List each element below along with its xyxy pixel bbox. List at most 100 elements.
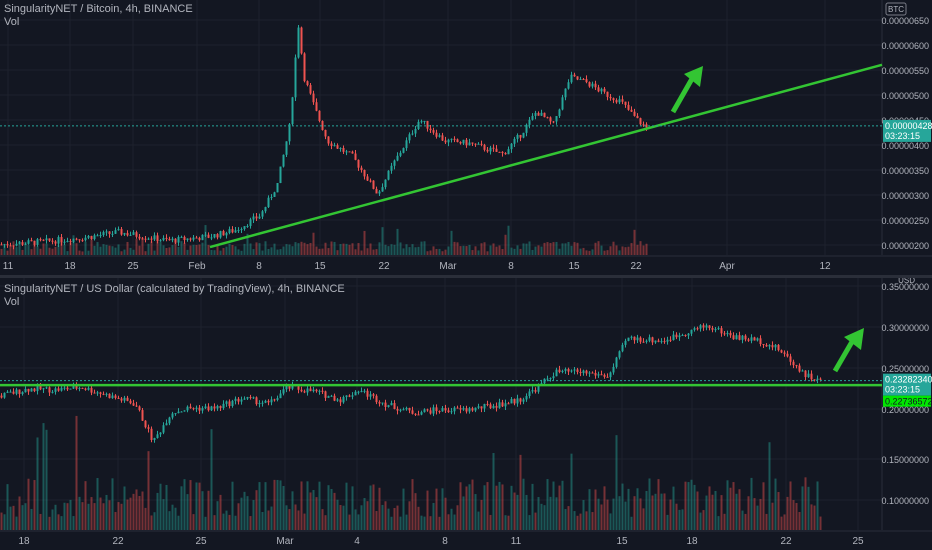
- volume-bar: [405, 514, 408, 530]
- price-tick-label: 0.00000300: [881, 191, 929, 201]
- volume-bar: [435, 488, 438, 530]
- candle-body: [639, 118, 642, 125]
- candle-body: [159, 432, 162, 435]
- candle-body: [81, 387, 84, 389]
- candle-body: [228, 229, 231, 233]
- time-tick-label: 22: [378, 261, 390, 272]
- candle-body: [600, 374, 603, 376]
- volume-bar: [801, 486, 804, 530]
- candle-body: [318, 390, 321, 392]
- candle-body: [252, 216, 255, 220]
- candle-body: [219, 231, 222, 238]
- candle-body: [183, 236, 186, 240]
- volume-bar: [165, 247, 168, 255]
- volume-bar: [519, 248, 522, 255]
- volume-bar: [591, 512, 594, 530]
- pane-background: [0, 278, 932, 530]
- volume-bar: [582, 500, 585, 530]
- volume-bar: [402, 488, 405, 530]
- volume-bar: [630, 243, 633, 255]
- volume-bar: [804, 477, 807, 530]
- candle-body: [252, 397, 255, 399]
- candle-body: [363, 390, 366, 392]
- candle-body: [783, 352, 786, 354]
- time-tick-label: 11: [3, 261, 14, 272]
- volume-bar: [705, 495, 708, 530]
- candle-body: [309, 388, 312, 392]
- volume-bar: [51, 509, 54, 530]
- candle-body: [267, 197, 270, 208]
- volume-bar: [39, 513, 42, 530]
- candle-body: [483, 403, 486, 409]
- volume-bar: [183, 479, 186, 530]
- candle-body: [99, 392, 102, 394]
- candle-body: [393, 403, 396, 409]
- time-tick-label: 8: [442, 536, 448, 547]
- candle-body: [66, 240, 69, 242]
- volume-bar: [276, 249, 279, 255]
- volume-bar: [759, 498, 762, 530]
- volume-bar: [624, 501, 627, 530]
- candle-body: [261, 211, 264, 217]
- candle-body: [714, 329, 717, 331]
- volume-bar: [450, 230, 453, 255]
- volume-bar: [324, 242, 327, 255]
- candle-body: [468, 408, 471, 412]
- candle-body: [393, 160, 396, 166]
- volume-bar: [99, 246, 102, 255]
- volume-bar: [438, 248, 441, 255]
- candle-body: [273, 192, 276, 197]
- volume-bar: [246, 496, 249, 530]
- candle-body: [549, 117, 552, 122]
- volume-bar: [153, 250, 156, 255]
- candle-body: [258, 216, 261, 219]
- volume-bar: [495, 246, 498, 255]
- candle-body: [333, 145, 336, 147]
- volume-bar: [96, 242, 99, 255]
- candle-body: [483, 144, 486, 150]
- volume-bar: [291, 246, 294, 255]
- candle-body: [813, 379, 816, 381]
- volume-bar: [345, 482, 348, 530]
- volume-bar: [522, 243, 525, 255]
- volume-bar: [54, 504, 57, 530]
- price-tick-label: 0.35000000: [881, 282, 929, 292]
- volume-bar: [57, 245, 60, 255]
- volume-bar: [786, 496, 789, 530]
- candle-body: [441, 408, 444, 412]
- candle-body: [180, 411, 183, 413]
- candle-body: [270, 196, 273, 198]
- volume-bar: [762, 482, 765, 530]
- volume-bar: [249, 243, 252, 255]
- volume-bar: [348, 514, 351, 530]
- volume-bar: [78, 496, 81, 530]
- candle-body: [648, 337, 651, 341]
- volume-bar: [228, 514, 231, 530]
- volume-bar: [465, 246, 468, 255]
- volume-bar: [699, 512, 702, 530]
- volume-bar: [36, 437, 39, 530]
- candle-body: [48, 238, 51, 241]
- candle-body: [276, 398, 279, 400]
- volume-bar: [345, 243, 348, 255]
- candle-body: [636, 115, 639, 119]
- candle-body: [492, 147, 495, 149]
- volume-bar: [291, 491, 294, 530]
- volume-bar: [60, 516, 63, 530]
- candle-body: [498, 402, 501, 408]
- candle-body: [627, 104, 630, 110]
- candle-body: [585, 79, 588, 83]
- volume-bar: [351, 486, 354, 530]
- candle-body: [84, 237, 87, 241]
- volume-bar: [441, 251, 444, 255]
- candle-body: [93, 392, 96, 394]
- volume-bar: [246, 233, 249, 255]
- volume-bar: [117, 244, 120, 255]
- candle-body: [300, 389, 303, 392]
- volume-bar: [444, 497, 447, 530]
- candle-body: [444, 408, 447, 411]
- candle-body: [216, 405, 219, 409]
- candle-body: [498, 151, 501, 153]
- candle-body: [63, 387, 66, 389]
- candle-body: [36, 386, 39, 392]
